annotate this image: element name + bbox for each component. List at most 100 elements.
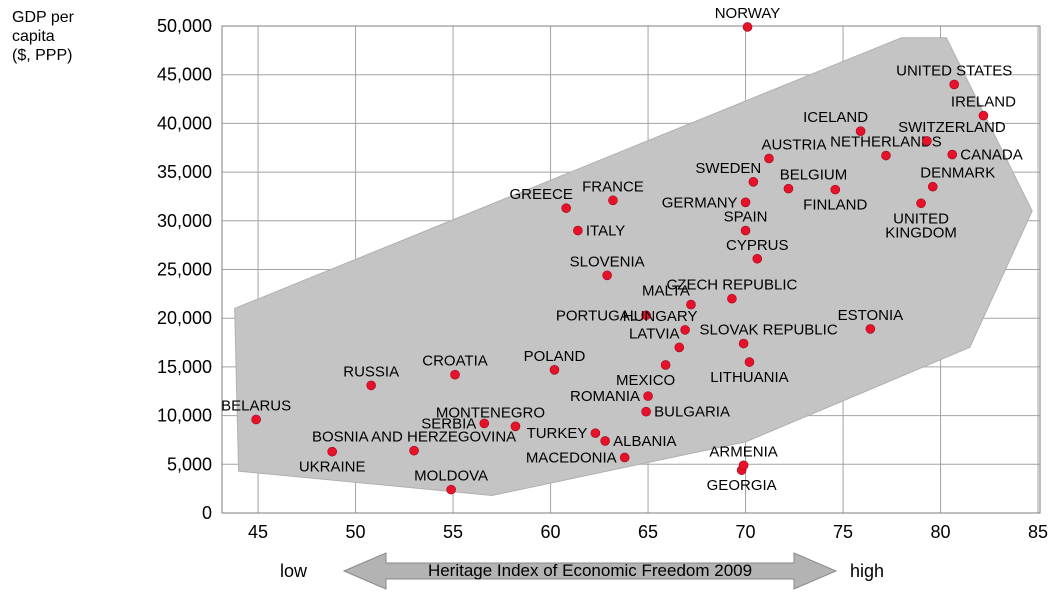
country-label: MOLDOVA <box>414 468 488 485</box>
y-tick-label: 10,000 <box>157 406 212 426</box>
y-tick-label: 30,000 <box>157 211 212 231</box>
country-label: LITHUANIA <box>710 369 788 386</box>
country-label: ALBANIA <box>613 433 676 450</box>
country-label: MEXICO <box>616 372 675 389</box>
y-tick-label: 15,000 <box>157 357 212 377</box>
plot-border <box>221 25 1041 514</box>
data-point <box>742 22 753 32</box>
country-label: CYPRUS <box>726 237 789 254</box>
data-point <box>573 225 583 236</box>
country-label: ESTONIA <box>838 307 904 324</box>
x-tick-label: 75 <box>833 522 853 542</box>
data-point <box>738 338 749 349</box>
x-tick-label: 50 <box>346 522 366 542</box>
country-label: AUSTRIA <box>761 136 826 153</box>
country-label: SWITZERLAND <box>898 119 1006 136</box>
country-label: RUSSIA <box>343 363 399 380</box>
country-label: BULGARIA <box>654 404 730 421</box>
x-tick-label: 55 <box>443 522 463 542</box>
data-point <box>865 324 876 334</box>
data-point <box>727 293 737 304</box>
country-label: LATVIA <box>629 325 680 342</box>
data-point <box>752 253 763 264</box>
scatter-plot: 0 5,000 10,000 15,000 20,000 25,000 30,000 35,0… <box>157 5 1048 542</box>
country-label: ROMANIA <box>570 388 640 405</box>
data-point <box>764 153 774 164</box>
y-tick-label: 5,000 <box>167 454 212 474</box>
data-point <box>602 270 612 281</box>
data-point <box>641 310 651 321</box>
data-point <box>686 299 696 310</box>
country-label: ITALY <box>586 223 625 240</box>
data-point <box>600 436 610 446</box>
data-point <box>855 126 866 136</box>
y-tick-label: 45,000 <box>157 65 212 85</box>
data-point <box>738 460 749 471</box>
country-label: UNITED STATES <box>896 62 1012 79</box>
x-tick-label: 80 <box>931 522 951 542</box>
country-label: NORWAY <box>715 5 781 22</box>
x-axis-arrow <box>342 552 838 590</box>
data-point <box>450 369 460 380</box>
data-point <box>748 177 759 187</box>
data-point <box>947 149 958 160</box>
data-point <box>680 325 690 335</box>
x-axis-high-label: high <box>850 561 885 581</box>
y-axis-title: GDP per capita ($, PPP) <box>12 8 74 65</box>
country-label: MACEDONIA <box>526 449 617 466</box>
data-point <box>916 198 926 209</box>
y-axis-title-line1: GDP per <box>12 9 74 26</box>
data-point <box>479 418 490 429</box>
data-point <box>740 225 751 236</box>
country-label: DENMARK <box>920 165 995 182</box>
data-point <box>510 421 521 432</box>
country-label: MALTA <box>642 283 690 300</box>
data-point <box>549 365 560 375</box>
country-label: FRANCE <box>582 178 644 195</box>
data-point <box>783 183 794 194</box>
data-point <box>590 428 601 438</box>
data-point <box>978 110 989 121</box>
country-label: ARMENIA <box>709 443 777 460</box>
country-label: HUNGARY <box>623 308 698 325</box>
data-point <box>327 446 337 457</box>
country-label: SWEDEN <box>695 160 761 177</box>
x-tick-label: 85 <box>1028 522 1048 542</box>
y-tick-label: 25,000 <box>157 260 212 280</box>
country-label: CROATIA <box>422 353 488 370</box>
country-label: UKRAINE <box>299 459 366 476</box>
x-tick-label: 70 <box>736 522 756 542</box>
data-point <box>744 357 755 367</box>
y-tick-label: 50,000 <box>157 16 212 36</box>
country-label: IRELAND <box>951 94 1016 111</box>
country-label: POLAND <box>524 348 586 365</box>
y-axis-title-line2: capita <box>12 28 55 45</box>
data-point <box>881 150 891 161</box>
data-point <box>949 79 960 90</box>
x-axis-low-label: low <box>280 561 308 581</box>
x-tick-label: 60 <box>541 522 561 542</box>
country-label: FINLAND <box>803 197 867 214</box>
x-tick-label: 45 <box>248 522 268 542</box>
x-tick-label: 65 <box>638 522 658 542</box>
double-arrow-shape <box>342 552 838 590</box>
country-label: BOSNIA AND HERZEGOVINA <box>312 429 516 446</box>
country-label: CZECH REPUBLIC <box>666 277 797 294</box>
data-point <box>830 184 841 195</box>
country-label: ICELAND <box>803 109 868 126</box>
country-label: PORTUGAL <box>556 307 638 324</box>
country-label: GREECE <box>509 186 572 203</box>
data-point <box>674 342 685 353</box>
country-label: SPAIN <box>724 209 768 226</box>
country-label: SLOVENIA <box>570 253 645 270</box>
country-label: UNITED KINGDOM <box>885 210 957 241</box>
country-label: BELGIUM <box>780 167 848 184</box>
data-point <box>927 181 938 192</box>
country-label: MONTENEGRO <box>436 404 545 421</box>
y-tick-label: 40,000 <box>157 113 212 133</box>
data-point <box>366 380 376 391</box>
data-point <box>561 203 571 213</box>
country-label: GERMANY <box>662 194 738 211</box>
country-label: BELARUS <box>221 397 291 414</box>
